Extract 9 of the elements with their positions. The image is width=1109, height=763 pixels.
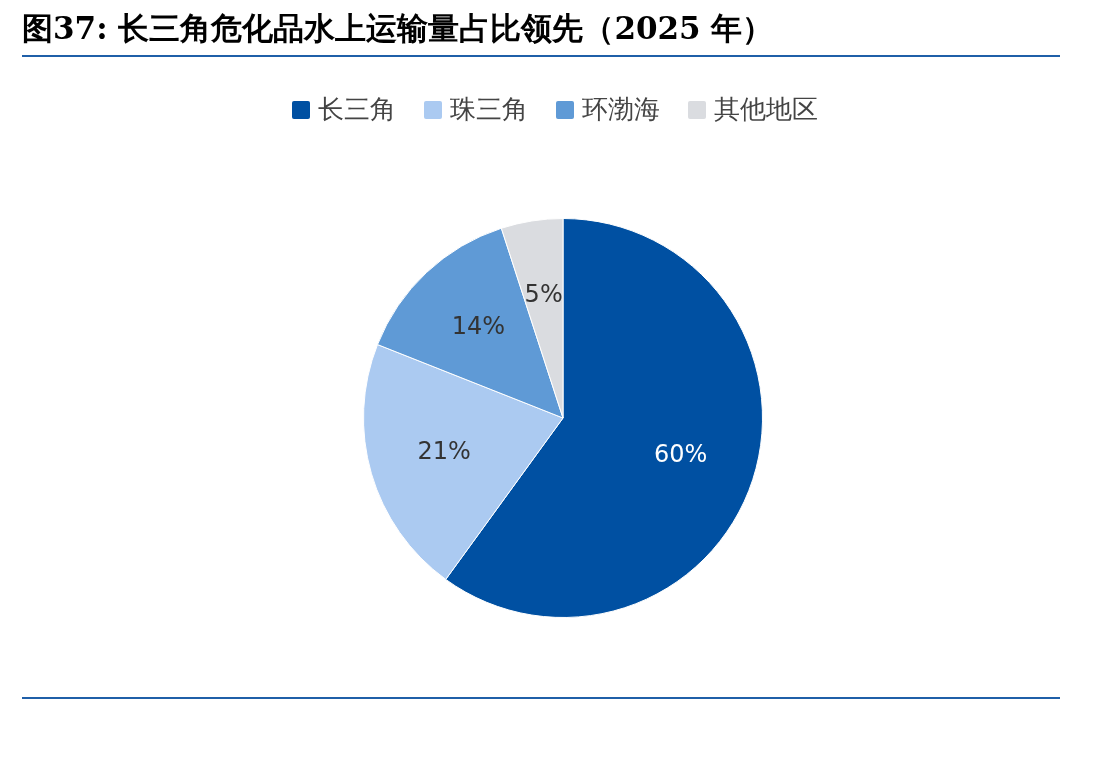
legend-label: 环渤海 bbox=[581, 93, 660, 126]
data-label: 60% bbox=[653, 440, 708, 469]
data-label: 14% bbox=[451, 312, 505, 341]
data-label: 5% bbox=[524, 280, 563, 309]
chart-title: 图37: 长三角危化品水上运输量占比领先（2025 年） bbox=[22, 9, 774, 48]
data-label: 21% bbox=[417, 436, 471, 465]
legend-label: 珠三角 bbox=[449, 93, 528, 126]
legend-label: 其他地区 bbox=[713, 93, 818, 126]
legend-label: 长三角 bbox=[317, 93, 396, 126]
